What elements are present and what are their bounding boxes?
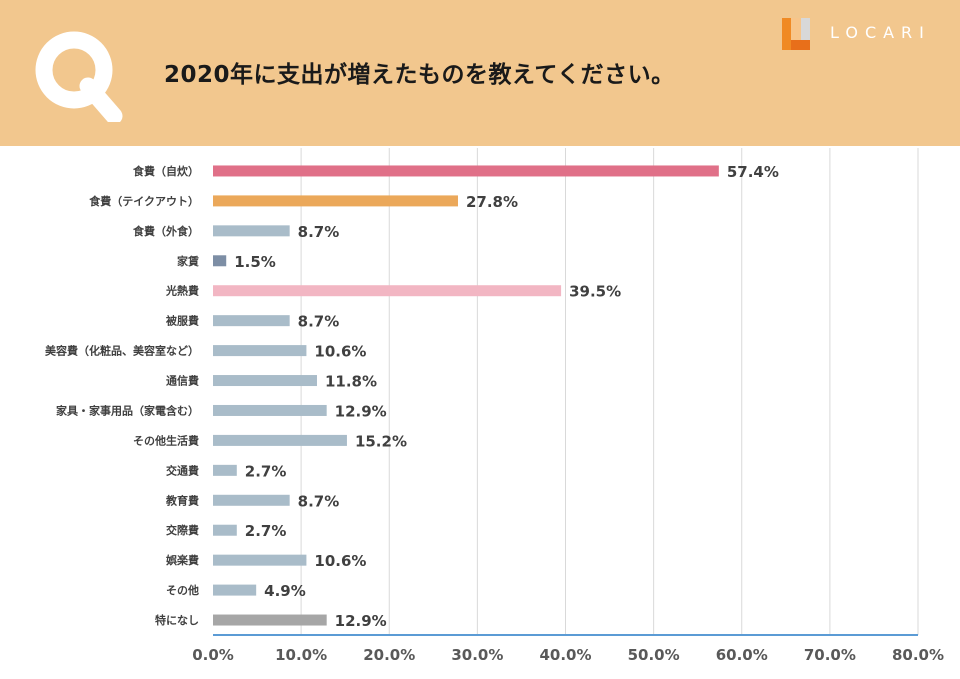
category-label: その他	[166, 583, 199, 597]
value-label: 39.5%	[569, 283, 621, 301]
bar	[213, 225, 290, 237]
category-label: 被服費	[166, 314, 199, 328]
bar	[213, 345, 307, 357]
x-tick-label: 30.0%	[451, 646, 503, 664]
value-label: 27.8%	[466, 193, 518, 211]
bar	[213, 285, 562, 297]
category-label: 交際費	[166, 523, 199, 537]
value-label: 57.4%	[727, 163, 779, 181]
value-label: 4.9%	[264, 582, 306, 600]
bar	[213, 614, 327, 626]
category-label: 家賃	[177, 254, 199, 268]
category-label: 光熱費	[165, 284, 199, 298]
category-label: 食費（外食）	[133, 224, 199, 238]
locari-logo-icon	[782, 18, 810, 50]
category-label: 娯楽費	[166, 553, 199, 567]
value-label: 15.2%	[355, 432, 407, 450]
category-label: 食費（テイクアウト）	[89, 194, 199, 208]
q-icon	[35, 31, 123, 122]
category-label: 教育費	[165, 493, 199, 507]
logo-text: LOCARI	[830, 23, 931, 42]
bar	[213, 584, 257, 596]
x-tick-label: 50.0%	[628, 646, 680, 664]
bar	[213, 255, 227, 267]
value-label: 12.9%	[335, 612, 387, 630]
category-label: その他生活費	[133, 433, 199, 447]
value-label: 8.7%	[298, 492, 340, 510]
value-label: 1.5%	[234, 253, 276, 271]
bar	[213, 315, 290, 327]
value-label: 2.7%	[245, 462, 287, 480]
bar	[213, 524, 237, 536]
value-label: 8.7%	[298, 223, 340, 241]
bar	[213, 554, 307, 566]
bar	[213, 165, 719, 177]
x-tick-label: 70.0%	[804, 646, 856, 664]
value-label: 12.9%	[335, 402, 387, 420]
category-label: 交通費	[166, 463, 199, 477]
bar	[213, 404, 327, 416]
x-tick-label: 0.0%	[192, 646, 234, 664]
x-tick-label: 40.0%	[539, 646, 591, 664]
x-tick-label: 20.0%	[363, 646, 415, 664]
value-label: 8.7%	[298, 313, 340, 331]
category-label: 特になし	[155, 613, 199, 627]
category-label: 食費（自炊）	[133, 164, 199, 178]
x-tick-label: 10.0%	[275, 646, 327, 664]
category-label: 通信費	[166, 374, 199, 388]
bar	[213, 434, 347, 446]
category-label: 家具・家事用品（家電含む）	[56, 403, 199, 417]
category-label: 美容費（化粧品、美容室など）	[45, 344, 199, 358]
bar	[213, 464, 237, 476]
x-tick-label: 60.0%	[716, 646, 768, 664]
header-banner: 2020年に支出が増えたものを教えてください。 LOCARI	[0, 0, 960, 146]
value-label: 2.7%	[245, 522, 287, 540]
bar	[213, 195, 458, 207]
value-label: 10.6%	[314, 343, 366, 361]
bar-chart: 0.0% 10.0% 20.0% 30.0% 40.0% 50.0% 60.0% 70.0% 8…	[45, 148, 944, 664]
question-title: 2020年に支出が増えたものを教えてください。	[164, 62, 675, 88]
value-label: 10.6%	[314, 552, 366, 570]
x-tick-label: 80.0%	[892, 646, 944, 664]
bar	[213, 494, 290, 506]
value-label: 11.8%	[325, 373, 377, 391]
bar	[213, 375, 317, 387]
